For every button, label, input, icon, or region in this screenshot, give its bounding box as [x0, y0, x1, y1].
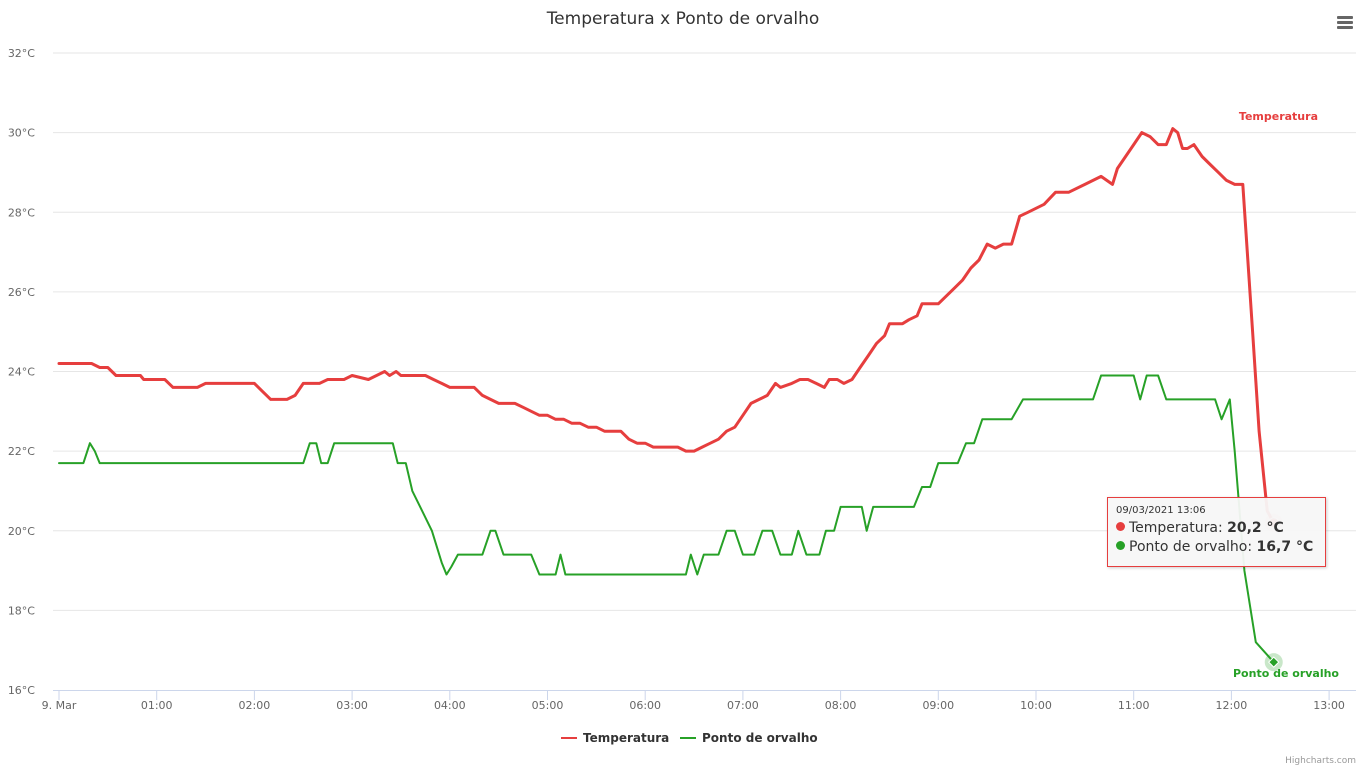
x-tick-label: 08:00: [825, 699, 857, 712]
series-label-temperatura: Temperatura: [1239, 110, 1318, 123]
y-tick-label: 30°C: [8, 127, 35, 140]
y-axis-ticks: 16°C 18°C 20°C 22°C 24°C 26°C 28°C 30°C 32°C: [8, 47, 35, 697]
y-tick-label: 28°C: [8, 206, 35, 219]
series-line-ponto-de-orvalho: [58, 374, 1275, 664]
x-tick-label: 11:00: [1118, 699, 1150, 712]
x-tick-label: 9. Mar: [42, 699, 77, 712]
tooltip-label: Temperatura:: [1129, 520, 1228, 536]
gridlines: [53, 52, 1356, 611]
x-tick-label: 04:00: [434, 699, 466, 712]
tooltip-row-temperatura: Temperatura: 20,2 °C: [1116, 519, 1317, 538]
x-tick-label: 05:00: [532, 699, 564, 712]
x-tick-label: 06:00: [629, 699, 661, 712]
chart-title: Temperatura x Ponto de orvalho: [546, 9, 820, 29]
tooltip-label: Ponto de orvalho:: [1129, 539, 1257, 555]
y-tick-label: 24°C: [8, 366, 35, 379]
tooltip-value: 16,7 °C: [1256, 539, 1314, 555]
y-tick-label: 32°C: [8, 47, 35, 60]
x-tick-label: 02:00: [239, 699, 271, 712]
series-label-ponto-de-orvalho: Ponto de orvalho: [1233, 667, 1339, 680]
x-tick-label: 10:00: [1020, 699, 1052, 712]
series-lines: [57, 127, 1283, 672]
tooltip: 09/03/2021 13:06 Temperatura: 20,2 °C Po…: [1107, 497, 1326, 567]
tooltip-dot-icon: [1116, 522, 1125, 531]
x-tick-label: 13:00: [1313, 699, 1345, 712]
x-tick-label: 07:00: [727, 699, 759, 712]
legend-item-ponto-de-orvalho[interactable]: Ponto de orvalho: [702, 731, 818, 745]
x-tick-label: 01:00: [141, 699, 173, 712]
tooltip-value: 20,2 °C: [1227, 520, 1284, 536]
tooltip-date: 09/03/2021 13:06: [1116, 505, 1206, 516]
series-end-labels: Temperatura Ponto de orvalho: [1233, 110, 1339, 680]
series-line-temperatura: [57, 127, 1276, 525]
x-tick-label: 12:00: [1216, 699, 1248, 712]
y-tick-label: 16°C: [8, 684, 35, 697]
y-tick-label: 26°C: [8, 286, 35, 299]
y-tick-label: 18°C: [8, 604, 35, 617]
x-axis: 9. Mar 01:00 02:00 03:00 04:00 05:00 06:00 07:0…: [42, 690, 1356, 712]
legend[interactable]: Temperatura Ponto de orvalho: [561, 731, 818, 745]
y-tick-label: 20°C: [8, 525, 35, 538]
tooltip-row-ponto-de-orvalho: Ponto de orvalho: 16,7 °C: [1116, 538, 1317, 557]
legend-item-temperatura[interactable]: Temperatura: [583, 731, 669, 745]
credits-link[interactable]: Highcharts.com: [1285, 756, 1356, 766]
tooltip-dot-icon: [1116, 541, 1125, 550]
y-tick-label: 22°C: [8, 445, 35, 458]
x-tick-label: 03:00: [336, 699, 368, 712]
hover-marker: [1268, 656, 1280, 668]
hamburger-menu-icon[interactable]: [1331, 8, 1359, 36]
x-tick-label: 09:00: [922, 699, 954, 712]
